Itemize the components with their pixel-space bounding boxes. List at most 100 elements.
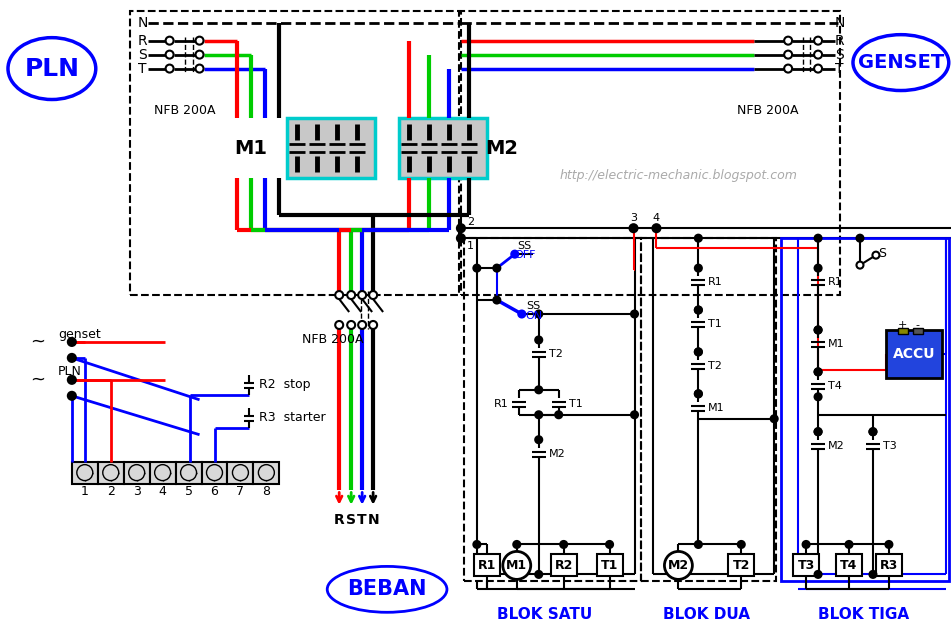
Text: T1: T1 (707, 319, 722, 329)
Circle shape (814, 428, 821, 435)
Circle shape (368, 291, 377, 299)
Circle shape (180, 465, 196, 480)
Circle shape (814, 571, 821, 578)
Text: OFF: OFF (513, 250, 535, 260)
Text: S: S (877, 247, 885, 259)
Text: genset: genset (58, 328, 101, 342)
Circle shape (535, 411, 542, 418)
Bar (461, 11, 839, 295)
Text: R1: R1 (827, 277, 842, 287)
Bar (727, 555, 753, 577)
Bar (641, 238, 775, 582)
Text: +: + (897, 320, 906, 330)
Circle shape (694, 391, 701, 398)
Bar (201, 462, 228, 484)
Circle shape (814, 369, 821, 376)
Text: M2: M2 (667, 559, 688, 572)
Text: T1: T1 (568, 399, 582, 409)
Text: M2: M2 (485, 139, 518, 158)
Text: 1: 1 (81, 485, 89, 498)
Circle shape (493, 296, 500, 303)
Circle shape (856, 262, 863, 269)
Circle shape (814, 369, 821, 376)
Circle shape (630, 411, 637, 418)
Text: S: S (834, 48, 843, 62)
Text: N: N (137, 16, 148, 30)
Text: 1: 1 (466, 241, 473, 251)
Circle shape (868, 571, 876, 578)
Text: M1: M1 (234, 139, 268, 158)
Circle shape (814, 327, 821, 333)
Circle shape (694, 306, 701, 313)
Circle shape (368, 321, 377, 329)
Text: PLN: PLN (58, 365, 82, 378)
Bar (550, 555, 576, 577)
Bar (781, 238, 948, 582)
Text: ON: ON (525, 311, 542, 321)
Circle shape (814, 428, 821, 435)
Circle shape (493, 264, 500, 271)
Circle shape (511, 251, 518, 257)
Text: GENSET: GENSET (857, 53, 943, 72)
Text: NFB 200A: NFB 200A (153, 104, 215, 117)
Circle shape (347, 321, 355, 329)
Circle shape (68, 392, 76, 400)
Circle shape (347, 291, 355, 299)
Circle shape (884, 541, 891, 548)
Bar (399, 119, 486, 178)
Circle shape (871, 252, 879, 259)
Circle shape (814, 393, 821, 400)
Text: R1: R1 (477, 559, 496, 572)
Text: ACCU: ACCU (892, 347, 934, 361)
Circle shape (103, 465, 119, 480)
Text: R2  stop: R2 stop (259, 378, 310, 391)
Text: 4: 4 (652, 214, 660, 223)
Text: M2: M2 (548, 448, 565, 458)
Text: 4: 4 (159, 485, 167, 498)
Text: 5: 5 (185, 485, 192, 498)
Ellipse shape (327, 566, 446, 612)
Circle shape (802, 541, 809, 548)
Text: ~: ~ (30, 371, 46, 389)
Circle shape (868, 428, 876, 435)
Circle shape (335, 291, 343, 299)
Bar (287, 119, 375, 178)
Circle shape (814, 327, 821, 333)
Bar (912, 328, 922, 334)
Text: ~: ~ (30, 333, 46, 351)
Circle shape (129, 465, 145, 480)
Circle shape (783, 51, 791, 58)
Text: M2: M2 (827, 441, 843, 451)
Circle shape (664, 551, 692, 580)
Bar (473, 555, 499, 577)
Circle shape (456, 234, 465, 242)
Text: 3: 3 (629, 214, 636, 223)
Circle shape (535, 436, 542, 443)
Bar (596, 555, 622, 577)
Circle shape (535, 386, 542, 393)
Circle shape (814, 264, 821, 271)
Circle shape (694, 349, 701, 355)
Circle shape (535, 337, 542, 344)
Circle shape (737, 541, 744, 548)
Text: R: R (137, 34, 148, 48)
Circle shape (68, 338, 76, 346)
Circle shape (783, 36, 791, 45)
Circle shape (694, 264, 701, 271)
Text: R1: R1 (707, 277, 723, 287)
Circle shape (207, 465, 222, 480)
Bar (897, 328, 907, 334)
Text: S: S (137, 48, 147, 62)
Text: PLN: PLN (25, 57, 79, 80)
Circle shape (814, 235, 821, 242)
Text: R3: R3 (879, 559, 897, 572)
Text: 2: 2 (107, 485, 114, 498)
Text: T1: T1 (601, 559, 618, 572)
Circle shape (166, 51, 173, 58)
Bar (175, 462, 201, 484)
Circle shape (605, 541, 612, 548)
Circle shape (813, 36, 822, 45)
Circle shape (68, 354, 76, 362)
Bar (792, 555, 818, 577)
Circle shape (770, 415, 777, 422)
